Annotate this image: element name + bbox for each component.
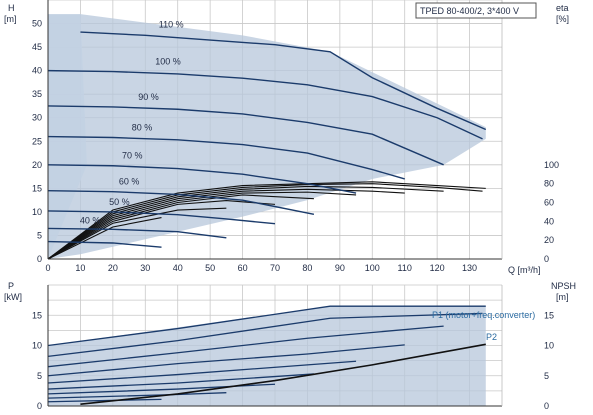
bottom-y2-tick-label: 15 — [544, 310, 554, 320]
y-tick-label: 20 — [32, 160, 42, 170]
x-tick-label: 70 — [270, 263, 280, 273]
speed-label: 80 % — [132, 122, 153, 132]
y-tick-label: 5 — [37, 230, 42, 240]
x-tick-label: 50 — [205, 263, 215, 273]
head-curve — [47, 105, 444, 166]
x-tick-label: 100 — [365, 263, 380, 273]
y-tick-label: 10 — [32, 207, 42, 217]
head-curve — [47, 164, 357, 194]
x-tick-label: 20 — [108, 263, 118, 273]
top-y-axis-label-line2: [m] — [4, 14, 17, 24]
bottom-y2-tick-label: 10 — [544, 341, 554, 351]
head-curve — [47, 69, 483, 140]
bottom-y-tick-label: 5 — [37, 371, 42, 381]
power-curve — [47, 373, 314, 390]
head-curve — [47, 210, 276, 225]
top-y2-axis-label-line1: eta — [556, 3, 569, 13]
efficiency-curve — [47, 183, 483, 260]
efficiency-curve — [47, 188, 405, 260]
y2-tick-label: 0 — [544, 254, 549, 264]
y-tick-label: 50 — [32, 19, 42, 29]
x-tick-label: 80 — [302, 263, 312, 273]
speed-label: 90 % — [138, 92, 159, 102]
x-tick-label: 120 — [430, 263, 445, 273]
power-curve — [47, 305, 486, 347]
efficiency-curve — [47, 194, 314, 260]
speed-label: 70 % — [122, 151, 143, 161]
x-tick-label: 60 — [238, 263, 248, 273]
bottom-y-tick-label: 10 — [32, 341, 42, 351]
bottom-y-tick-label: 15 — [32, 310, 42, 320]
head-efficiency-chart: 110 % 100 % 90 % 80 % 70 % 60 % 50 % 40 % 0 10 20 3… — [32, 0, 559, 273]
y-tick-label: 30 — [32, 113, 42, 123]
efficiency-curve — [47, 200, 276, 260]
bottom-y2-tick-label: 0 — [544, 401, 549, 411]
efficiency-curve — [47, 217, 162, 260]
efficiency-curve — [47, 207, 227, 260]
y-tick-label: 40 — [32, 66, 42, 76]
head-curve — [47, 190, 315, 215]
bottom-y-axis-label-line1: P — [8, 281, 14, 291]
bottom-y2-axis-label-line2: [m] — [556, 292, 569, 302]
y2-tick-label: 80 — [544, 179, 554, 189]
p1-annotation: P1 (motor+freq.converter) — [432, 310, 535, 320]
head-curve — [47, 240, 162, 248]
speed-label: 110 % — [159, 19, 184, 29]
operating-envelope — [48, 14, 486, 259]
x-tick-label: 10 — [75, 263, 85, 273]
efficiency-curve — [47, 181, 486, 260]
speed-label: 100 % — [155, 57, 181, 67]
x-tick-label: 40 — [173, 263, 183, 273]
y-tick-label: 0 — [37, 254, 42, 264]
power-curve — [47, 312, 483, 358]
efficiency-curve — [47, 185, 444, 260]
bottom-y2-axis-label-line1: NPSH — [551, 281, 576, 291]
power-curve — [47, 344, 405, 377]
x-axis-label: Q [m³/h] — [508, 265, 541, 275]
speed-label: 40 % — [80, 216, 101, 226]
head-curve — [80, 31, 487, 131]
y-tick-label: 25 — [32, 136, 42, 146]
speed-label: 50 % — [109, 197, 130, 207]
y2-tick-label: 60 — [544, 197, 554, 207]
power-npsh-chart: 0 5 10 15 0 5 10 15 — [32, 284, 554, 411]
bottom-y-axis-label-line2: [kW] — [4, 292, 22, 302]
x-tick-label: 110 — [398, 263, 412, 273]
x-tick-label: 30 — [140, 263, 150, 273]
head-curve — [47, 227, 227, 239]
bottom-y-tick-label: 0 — [37, 401, 42, 411]
y-tick-label: 35 — [32, 89, 42, 99]
y-tick-label: 45 — [32, 42, 42, 52]
npsh-curve — [80, 343, 486, 405]
power-curve — [47, 325, 444, 368]
speed-label: 60 % — [119, 177, 140, 187]
p2-annotation: P2 — [486, 332, 497, 342]
x-tick-label: 130 — [462, 263, 477, 273]
chart-title-box — [415, 2, 537, 19]
bottom-y2-tick-label: 5 — [544, 371, 549, 381]
top-y-axis-label-line1: H — [8, 3, 15, 13]
y-tick-label: 15 — [32, 183, 42, 193]
y2-tick-label: 40 — [544, 216, 554, 226]
power-curve — [47, 360, 357, 384]
chart-title: TPED 80-400/2, 3*400 V — [420, 6, 519, 16]
y2-tick-label: 100 — [544, 160, 559, 170]
x-tick-label: 90 — [335, 263, 345, 273]
head-curve — [47, 135, 405, 180]
y2-tick-label: 20 — [544, 235, 554, 245]
top-y2-axis-label-line2: [%] — [556, 14, 569, 24]
x-tick-label: 0 — [45, 263, 50, 273]
power-curve — [47, 398, 162, 403]
